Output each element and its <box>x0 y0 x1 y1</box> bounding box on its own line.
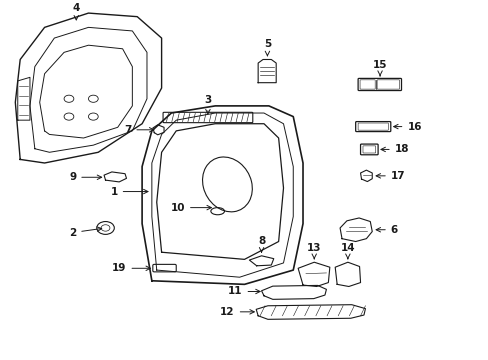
Text: 5: 5 <box>263 40 270 56</box>
Text: 1: 1 <box>110 186 148 197</box>
Text: 18: 18 <box>380 144 408 154</box>
Text: 15: 15 <box>372 60 386 76</box>
Text: 11: 11 <box>227 287 260 297</box>
Text: 4: 4 <box>72 3 80 20</box>
Text: 8: 8 <box>257 236 264 252</box>
Text: 7: 7 <box>124 125 154 135</box>
Text: 9: 9 <box>69 172 102 182</box>
Text: 13: 13 <box>306 243 321 259</box>
Text: 12: 12 <box>220 307 254 317</box>
Text: 16: 16 <box>393 122 421 132</box>
Text: 14: 14 <box>340 243 354 259</box>
Text: 19: 19 <box>112 263 150 273</box>
Text: 6: 6 <box>375 225 397 235</box>
Text: 2: 2 <box>69 227 102 238</box>
Text: 3: 3 <box>204 95 211 114</box>
Text: 17: 17 <box>375 171 405 181</box>
Text: 10: 10 <box>170 203 211 213</box>
